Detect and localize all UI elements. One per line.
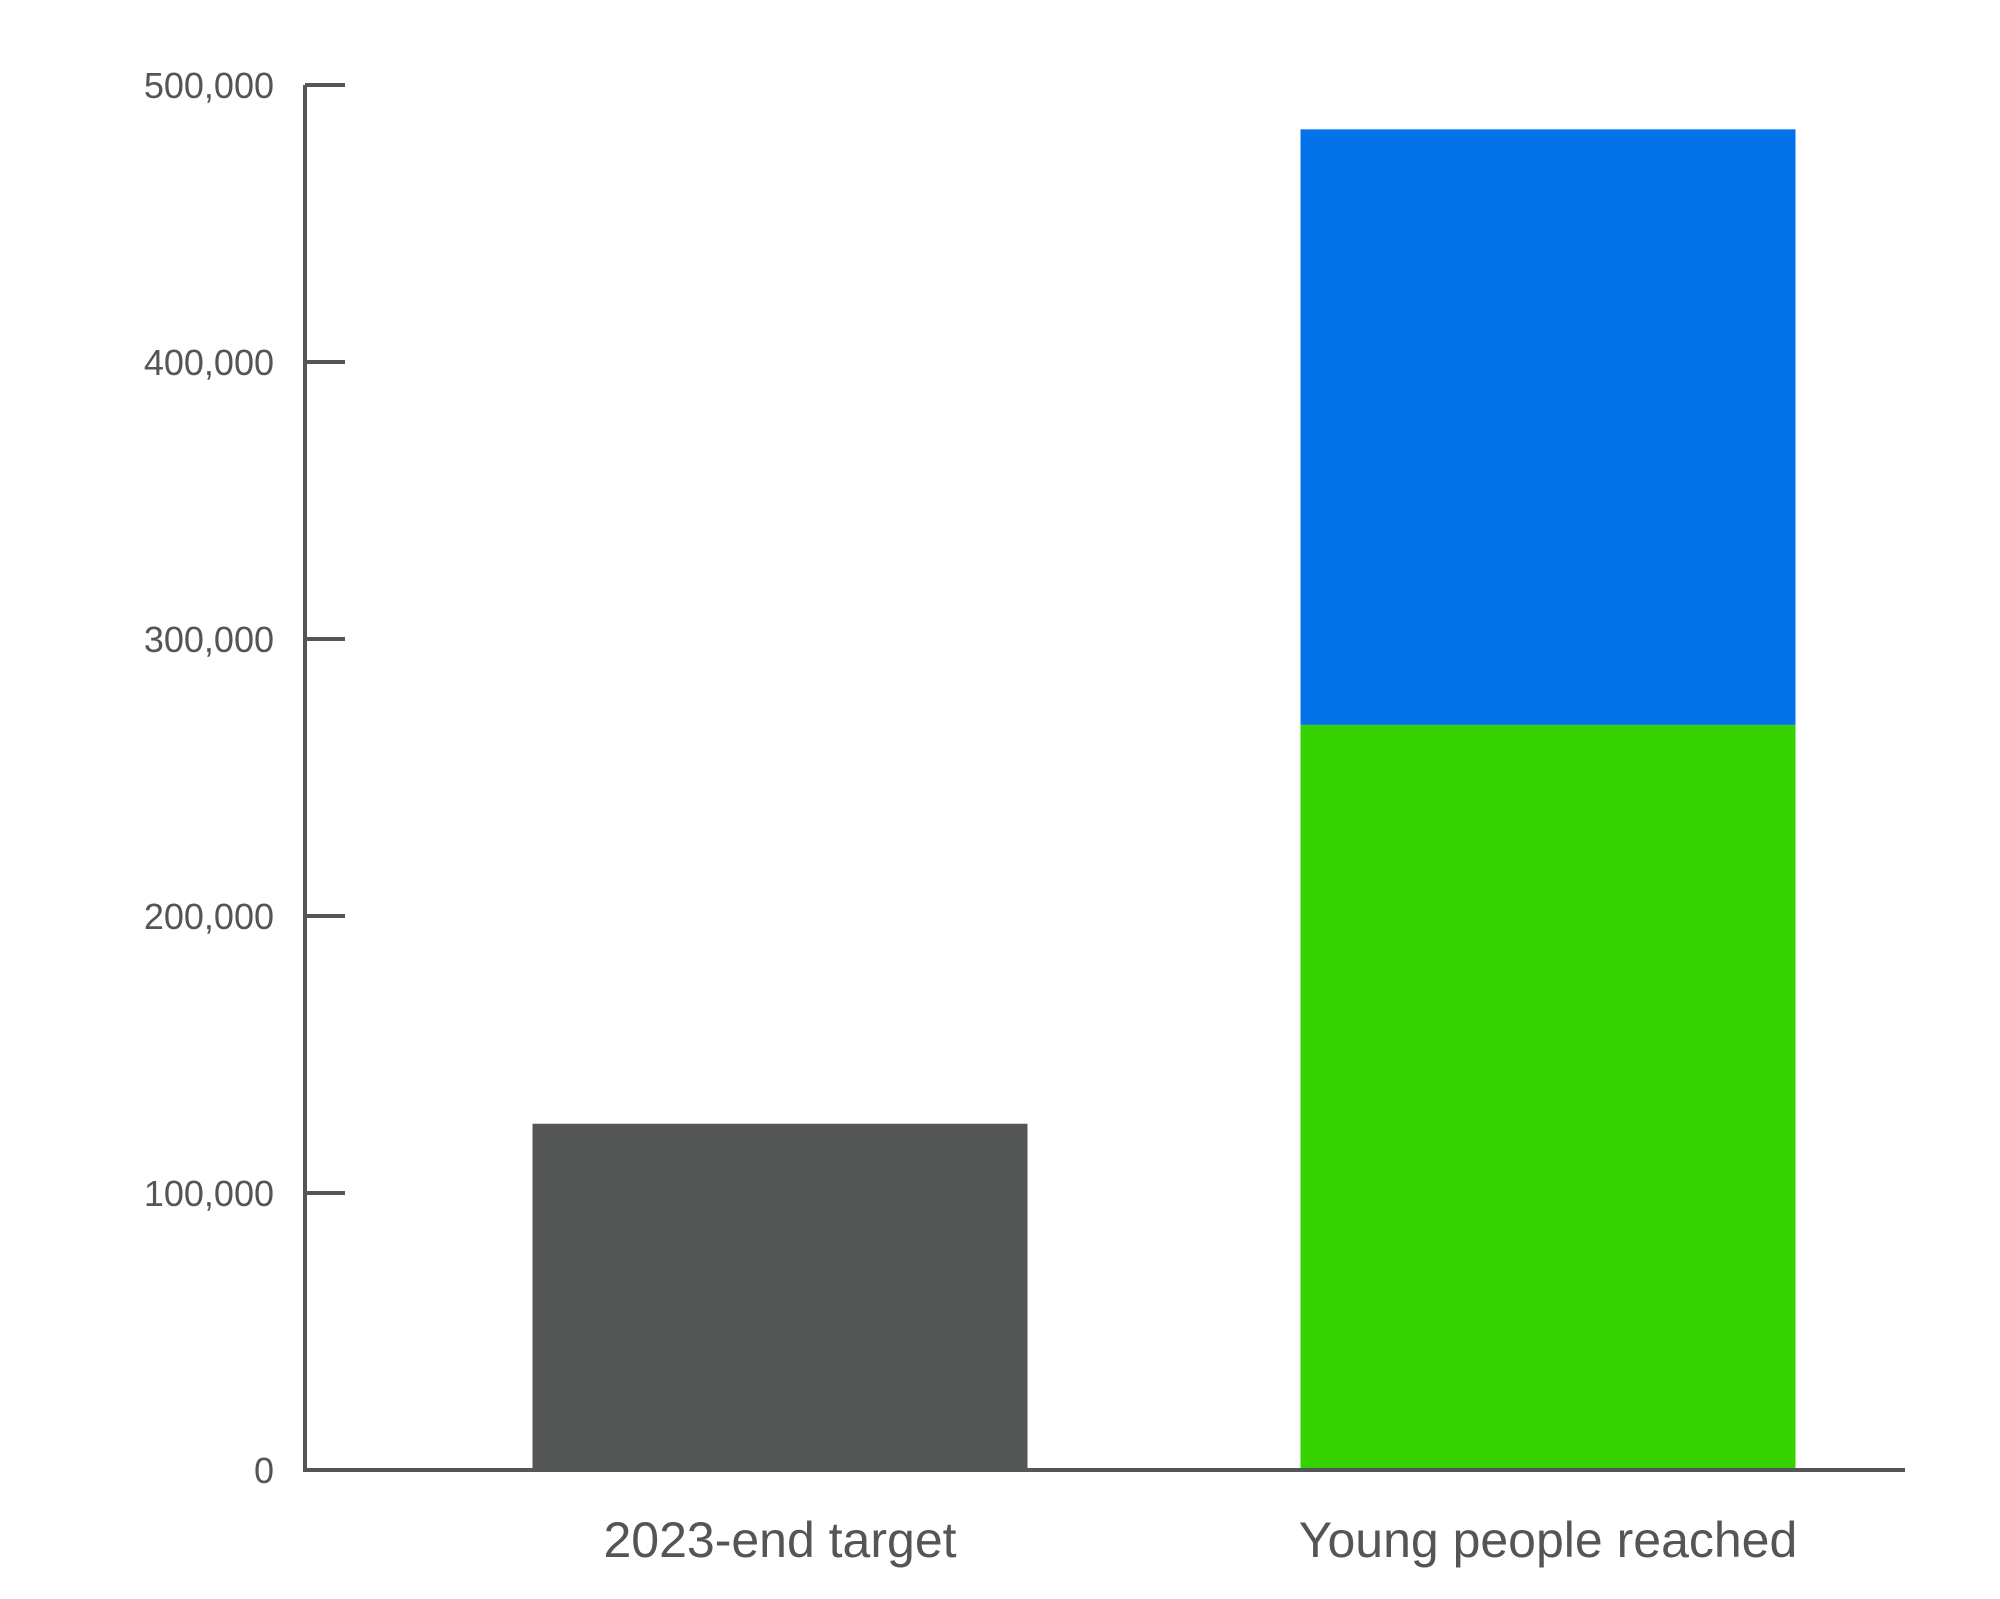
y-ticks: 0 100,000 200,000 300,000 400,000 500,000 (144, 65, 345, 1491)
x-category-label: 2023-end target (603, 1512, 956, 1568)
bar-segment (1300, 724, 1796, 1470)
bar-segment (532, 1123, 1028, 1470)
y-tick-label: 300,000 (144, 619, 274, 660)
bar-segment (1300, 129, 1796, 725)
y-tick-label: 100,000 (144, 1173, 274, 1214)
y-tick-label: 200,000 (144, 896, 274, 937)
y-tick-label: 400,000 (144, 342, 274, 383)
bars-layer (532, 129, 1796, 1470)
x-category-label: Young people reached (1299, 1512, 1798, 1568)
y-tick-label: 500,000 (144, 65, 274, 106)
x-category-labels: 2023-end target Young people reached (603, 1512, 1797, 1568)
axes-layer (303, 85, 1905, 1472)
y-tick-label: 0 (254, 1450, 274, 1491)
